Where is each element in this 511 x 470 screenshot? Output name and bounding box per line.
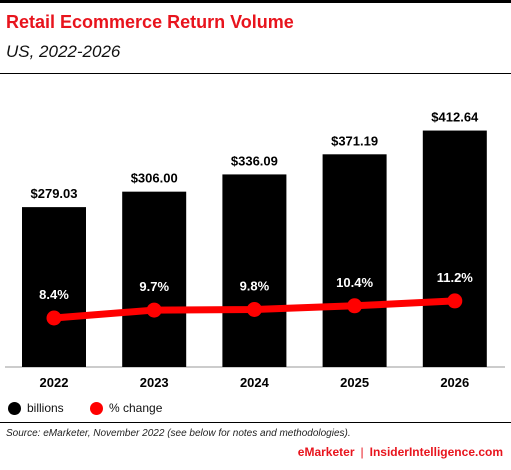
x-tick-label: 2022 (40, 375, 69, 390)
footer-separator: | (360, 445, 364, 459)
x-tick-label: 2026 (440, 375, 469, 390)
bar (22, 207, 86, 367)
bar (222, 174, 287, 367)
change-point (146, 302, 162, 318)
divider (0, 422, 511, 423)
source-note: Source: eMarketer, November 2022 (see be… (6, 428, 351, 439)
chart-subtitle: US, 2022-2026 (6, 42, 121, 61)
bar (322, 154, 387, 367)
change-value-label: 9.7% (139, 279, 169, 294)
bar-value-label: $306.00 (131, 171, 178, 186)
divider (0, 73, 511, 74)
bar (422, 130, 487, 367)
legend-swatch-change (90, 401, 103, 415)
legend-swatch-billions (8, 401, 21, 415)
footer: eMarketer | InsiderIntelligence.com (298, 445, 503, 459)
change-value-label: 11.2% (437, 270, 474, 285)
bar-value-label: $279.03 (31, 186, 78, 201)
footer-brand-emarketer[interactable]: eMarketer (297, 445, 355, 459)
footer-brand-insiderintelligence[interactable]: InsiderIntelligence.com (369, 445, 503, 459)
change-point (46, 310, 62, 326)
chart-area: $279.03 2022 $306.00 2023 $336.09 2024 $371.19… (5, 110, 505, 390)
legend-item-change: % change (90, 398, 162, 418)
x-tick-label: 2024 (240, 375, 270, 390)
change-point (447, 293, 463, 309)
x-tick-label: 2023 (140, 375, 169, 390)
change-value-label: 9.8% (240, 278, 270, 293)
top-border (0, 0, 511, 3)
x-tick-label: 2025 (340, 375, 369, 390)
bar-value-label: $336.09 (231, 153, 278, 168)
change-point (246, 301, 262, 317)
legend-label-change: % change (109, 401, 163, 415)
change-value-label: 10.4% (336, 275, 373, 290)
legend-label-billions: billions (27, 401, 64, 415)
bar (122, 191, 187, 367)
change-point (347, 298, 363, 314)
bar-value-label: $412.64 (431, 110, 479, 125)
bar-value-label: $371.19 (331, 133, 378, 148)
chart-title: Retail Ecommerce Return Volume (6, 12, 294, 32)
legend-item-billions: billions (8, 398, 64, 418)
change-value-label: 8.4% (39, 287, 69, 302)
